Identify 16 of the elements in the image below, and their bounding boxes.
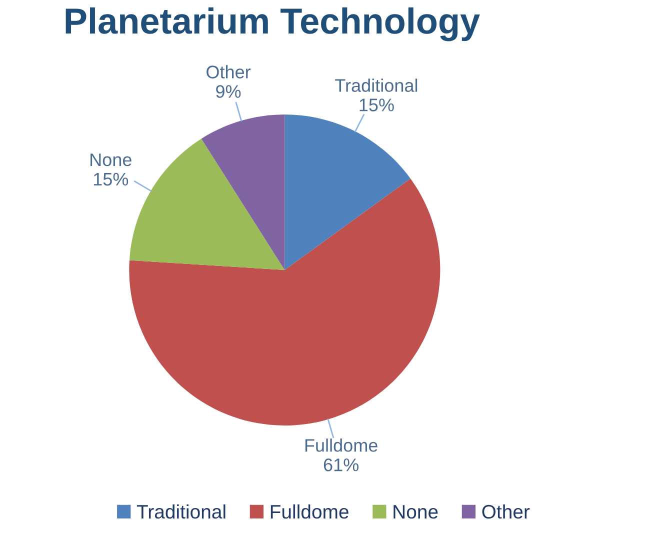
legend-label: Fulldome — [270, 504, 348, 519]
data-label: 9% — [216, 85, 241, 98]
slice-label: Traditional — [335, 78, 418, 92]
pie-slice — [284, 114, 410, 270]
data-label: 61% — [324, 458, 359, 472]
slice-label: Fulldome — [305, 438, 378, 452]
pie-slice — [129, 178, 440, 426]
data-label: 15% — [94, 172, 128, 186]
legend-label: None — [394, 505, 438, 519]
data-label: 15% — [360, 98, 394, 112]
pie-slice — [201, 114, 285, 270]
chart-title: Planetarium Technology — [66, 7, 480, 42]
legend-label: Other — [482, 504, 530, 519]
legend-label: Traditional — [136, 504, 226, 519]
slice-label: Other — [206, 65, 251, 78]
slice-label: None — [90, 154, 132, 166]
